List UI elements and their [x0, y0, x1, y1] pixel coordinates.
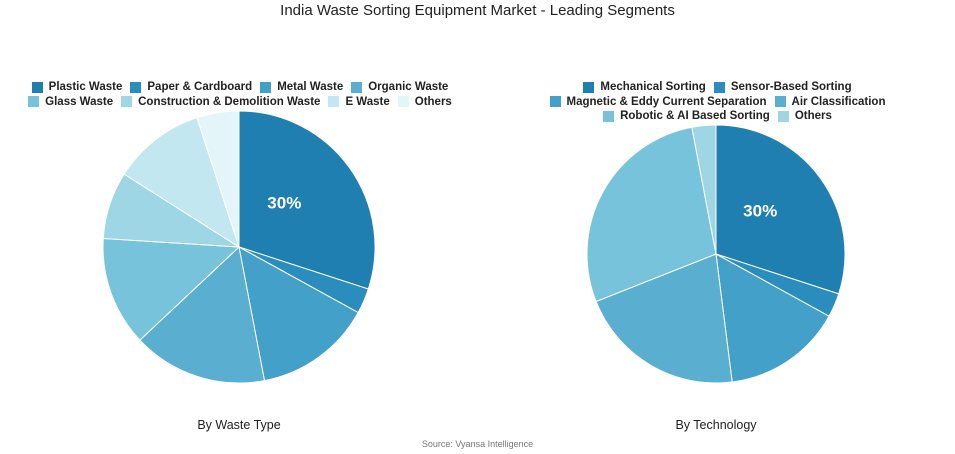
- legend-swatch: [130, 81, 142, 93]
- pie-slice-e-waste: [123, 117, 240, 249]
- chart-title: India Waste Sorting Equipment Market - L…: [280, 2, 675, 19]
- legend-item-robotic-and-ai-based-sorting: Robotic & AI Based Sorting: [603, 109, 770, 123]
- legend-item-magnetic-and-eddy-current-separation: Magnetic & Eddy Current Separation: [549, 95, 767, 109]
- legend-swatch: [328, 96, 340, 107]
- pie-slice-air-classification: [595, 253, 733, 384]
- legend-technology: Mechanical Sorting Sensor-Based Sorting Ma…: [535, 80, 900, 124]
- legend-label: Others: [414, 95, 452, 108]
- legend-label: Glass Waste: [45, 95, 114, 108]
- pie-slice-others: [691, 124, 717, 255]
- legend-label: Robotic & AI Based Sorting: [620, 110, 770, 122]
- pie-slice-plastic-waste: [238, 110, 376, 290]
- source-note: Source: Vyansa Intelligence: [421, 439, 534, 449]
- pie-slice-organic-waste: [139, 246, 266, 384]
- data-label-plastic-waste: 30%: [267, 193, 301, 212]
- legend-swatch: [774, 96, 786, 107]
- legend-item-glass-waste: Glass Waste: [28, 95, 113, 109]
- subtitle-waste-type: By Waste Type: [197, 418, 281, 432]
- legend-label: Plastic Waste: [48, 81, 123, 93]
- legend-label: Sensor-Based Sorting: [730, 81, 852, 93]
- pie-slice-glass-waste: [102, 237, 241, 341]
- legend-label: Air Classification: [791, 95, 886, 108]
- legend-item-e-waste: E Waste: [328, 95, 390, 109]
- legend-label: E Waste: [345, 95, 390, 108]
- pie-chart-waste-type: 30%: [102, 110, 376, 384]
- legend-swatch: [549, 96, 561, 107]
- legend-item-air-classification: Air Classification: [774, 95, 886, 109]
- pie-slice-robotic-and-ai-based-sorting: [586, 126, 717, 303]
- legend-swatch: [583, 81, 595, 93]
- pie-chart-technology: 30%: [586, 124, 846, 384]
- legend-swatch: [121, 96, 133, 107]
- pie-slice-metal-waste: [238, 246, 359, 382]
- legend-item-mechanical-sorting: Mechanical Sorting: [583, 80, 706, 94]
- legend-waste-type: Plastic Waste Paper & Cardboard Metal Wast…: [20, 80, 460, 109]
- pie-slice-mechanical-sorting: [715, 124, 846, 295]
- legend-label: Others: [794, 110, 832, 122]
- legend-item-others: Others: [397, 95, 452, 109]
- legend-item-construction-and-demolition-waste: Construction & Demolition Waste: [121, 95, 320, 109]
- legend-swatch: [31, 81, 43, 93]
- legend-item-plastic-waste: Plastic Waste: [31, 80, 123, 94]
- legend-swatch: [351, 81, 363, 93]
- legend-swatch: [397, 96, 409, 107]
- legend-item-organic-waste: Organic Waste: [351, 80, 448, 94]
- legend-swatch: [260, 81, 272, 93]
- legend-swatch: [713, 81, 725, 93]
- legend-swatch: [28, 96, 40, 107]
- legend-label: Construction & Demolition Waste: [138, 95, 321, 108]
- legend-label: Metal Waste: [277, 81, 344, 93]
- legend-label: Organic Waste: [368, 81, 449, 93]
- legend-swatch: [777, 110, 789, 122]
- legend-label: Paper & Cardboard: [147, 81, 253, 93]
- legend-item-sensor-based-sorting: Sensor-Based Sorting: [713, 80, 852, 94]
- pie-slice-others: [196, 110, 240, 248]
- pie-slice-magnetic-and-eddy-current-separation: [715, 253, 830, 383]
- legend-label: Magnetic & Eddy Current Separation: [566, 95, 767, 108]
- data-label-mechanical-sorting: 30%: [743, 201, 777, 220]
- legend-item-paper-and-cardboard: Paper & Cardboard: [130, 80, 252, 94]
- subtitle-technology: By Technology: [675, 418, 757, 432]
- legend-item-others: Others: [777, 109, 832, 123]
- legend-swatch: [603, 110, 615, 122]
- legend-item-metal-waste: Metal Waste: [260, 80, 343, 94]
- legend-label: Mechanical Sorting: [600, 81, 706, 93]
